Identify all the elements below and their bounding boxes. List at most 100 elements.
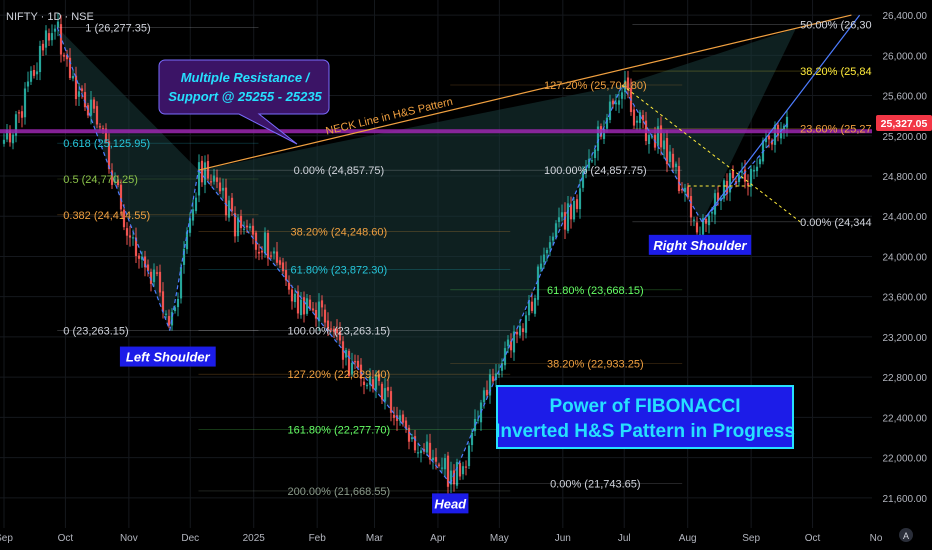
candle bbox=[209, 181, 213, 183]
candle bbox=[419, 450, 423, 454]
candle bbox=[41, 43, 45, 51]
candle bbox=[173, 307, 177, 312]
candles bbox=[2, 13, 789, 496]
candle bbox=[572, 200, 576, 220]
pattern-leg bbox=[701, 122, 789, 223]
y-tick-label: 26,000.00 bbox=[883, 51, 928, 62]
candle bbox=[485, 389, 489, 396]
price-tag-bg bbox=[876, 114, 932, 131]
candle bbox=[131, 237, 135, 239]
candle bbox=[614, 102, 618, 105]
candle bbox=[455, 462, 459, 486]
candle bbox=[347, 350, 351, 376]
x-tick-label: Apr bbox=[430, 533, 446, 544]
candle bbox=[386, 387, 390, 391]
candle bbox=[617, 100, 621, 105]
candle bbox=[203, 162, 207, 185]
candle bbox=[113, 181, 117, 183]
candle bbox=[659, 125, 663, 148]
title-line-2: Inverted H&S Pattern in Progress bbox=[495, 421, 795, 442]
candle bbox=[737, 174, 741, 183]
right-shoulder-label-bg bbox=[648, 234, 752, 255]
right-shoulder-fill bbox=[622, 28, 796, 222]
candle bbox=[575, 199, 579, 209]
candle bbox=[371, 379, 375, 389]
candle bbox=[92, 99, 96, 109]
y-tick-label: 22,400.00 bbox=[883, 413, 928, 424]
candle bbox=[401, 414, 405, 423]
candle bbox=[71, 75, 75, 79]
candle bbox=[677, 166, 681, 192]
fib-label: 0.00% (24,344.15) bbox=[800, 217, 891, 229]
candle bbox=[242, 228, 246, 230]
candle bbox=[95, 106, 99, 125]
breakout-leg bbox=[701, 14, 861, 223]
pattern-leg bbox=[169, 170, 200, 331]
candle bbox=[101, 128, 105, 130]
y-tick-label: 24,800.00 bbox=[883, 172, 928, 183]
candle bbox=[236, 217, 240, 237]
candle bbox=[332, 328, 336, 332]
candle bbox=[278, 260, 282, 265]
candle bbox=[365, 384, 369, 387]
callout-box bbox=[158, 59, 330, 145]
y-tick-label: 23,200.00 bbox=[883, 333, 928, 344]
candle bbox=[407, 427, 411, 442]
candle bbox=[563, 212, 567, 230]
y-tick-label: 23,600.00 bbox=[883, 293, 928, 304]
candle bbox=[158, 271, 162, 293]
candle bbox=[167, 316, 171, 326]
candle bbox=[146, 264, 150, 271]
candle bbox=[56, 21, 60, 28]
candle bbox=[317, 301, 321, 322]
candle bbox=[311, 308, 315, 311]
candle bbox=[506, 339, 510, 346]
candle bbox=[605, 117, 609, 129]
candle bbox=[239, 215, 243, 229]
candle bbox=[590, 160, 594, 162]
candle bbox=[578, 188, 582, 210]
candle bbox=[221, 187, 225, 191]
candle bbox=[83, 92, 87, 108]
pattern-path bbox=[56, 14, 861, 484]
candle bbox=[509, 341, 513, 351]
candle bbox=[722, 180, 726, 199]
candle bbox=[29, 70, 33, 82]
candle bbox=[701, 218, 705, 235]
candle bbox=[446, 455, 450, 487]
x-axis: Sep Oct Nov Dec 2025 Feb Mar Apr May Jun Jul Aug Sep… bbox=[0, 528, 932, 550]
title-box bbox=[496, 385, 794, 449]
candle bbox=[77, 91, 81, 97]
candle bbox=[641, 115, 645, 121]
candle bbox=[623, 80, 627, 93]
fib-label: 0.00% (24,857.75) bbox=[294, 165, 385, 177]
x-axis-bg bbox=[0, 528, 932, 550]
candle bbox=[467, 445, 471, 467]
candle bbox=[566, 203, 570, 231]
candle bbox=[638, 112, 642, 123]
candle bbox=[668, 151, 672, 163]
candle bbox=[368, 376, 372, 385]
candle bbox=[689, 196, 693, 218]
candle bbox=[500, 363, 504, 371]
candle bbox=[65, 54, 69, 60]
candle bbox=[458, 463, 462, 477]
x-tick-label: Oct bbox=[805, 533, 821, 544]
x-tick-label: Dec bbox=[181, 533, 199, 544]
candle bbox=[476, 419, 480, 421]
candle bbox=[299, 299, 303, 316]
candle bbox=[398, 415, 402, 421]
candle bbox=[581, 172, 585, 188]
candle bbox=[35, 71, 39, 75]
candle bbox=[326, 320, 330, 330]
candle bbox=[743, 169, 747, 182]
candle bbox=[470, 432, 474, 446]
candle bbox=[611, 100, 615, 105]
candle bbox=[11, 134, 15, 144]
candle bbox=[104, 128, 108, 142]
x-tick-label: Mar bbox=[366, 533, 384, 544]
candle bbox=[8, 130, 12, 143]
x-tick-label: May bbox=[490, 533, 509, 544]
candle bbox=[404, 420, 408, 429]
